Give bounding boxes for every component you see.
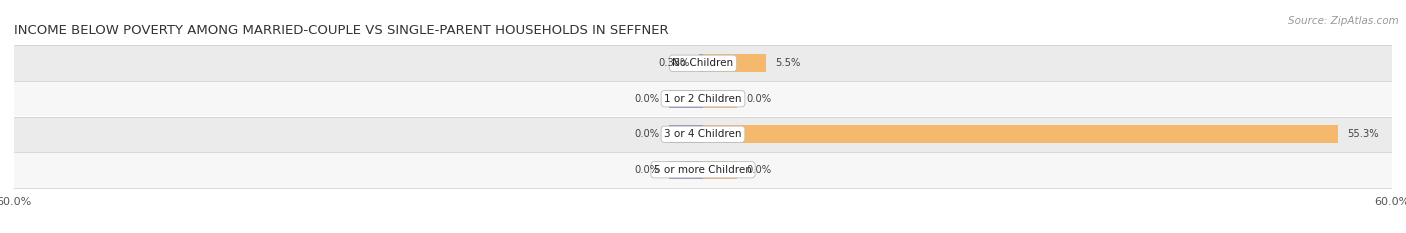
Text: Source: ZipAtlas.com: Source: ZipAtlas.com bbox=[1288, 16, 1399, 26]
Text: 0.0%: 0.0% bbox=[747, 94, 772, 104]
Bar bbox=[699, 54, 703, 72]
Text: 5.5%: 5.5% bbox=[775, 58, 800, 68]
Text: 0.0%: 0.0% bbox=[634, 165, 659, 175]
Bar bbox=[669, 125, 703, 144]
Text: 0.38%: 0.38% bbox=[658, 58, 689, 68]
Text: INCOME BELOW POVERTY AMONG MARRIED-COUPLE VS SINGLE-PARENT HOUSEHOLDS IN SEFFNER: INCOME BELOW POVERTY AMONG MARRIED-COUPL… bbox=[14, 24, 669, 37]
Text: 0.0%: 0.0% bbox=[747, 165, 772, 175]
Text: 55.3%: 55.3% bbox=[1347, 129, 1379, 139]
Text: 1 or 2 Children: 1 or 2 Children bbox=[664, 94, 742, 104]
Text: 3 or 4 Children: 3 or 4 Children bbox=[664, 129, 742, 139]
Bar bbox=[703, 161, 738, 179]
Bar bbox=[14, 45, 1392, 81]
Bar bbox=[703, 89, 738, 108]
Bar bbox=[14, 81, 1392, 116]
Bar bbox=[669, 161, 703, 179]
Text: 0.0%: 0.0% bbox=[634, 129, 659, 139]
Bar bbox=[14, 116, 1392, 152]
Text: 5 or more Children: 5 or more Children bbox=[654, 165, 752, 175]
Text: No Children: No Children bbox=[672, 58, 734, 68]
Text: 0.0%: 0.0% bbox=[634, 94, 659, 104]
Bar bbox=[669, 89, 703, 108]
Bar bbox=[703, 54, 766, 72]
Bar bbox=[14, 152, 1392, 188]
Bar bbox=[703, 125, 1339, 144]
